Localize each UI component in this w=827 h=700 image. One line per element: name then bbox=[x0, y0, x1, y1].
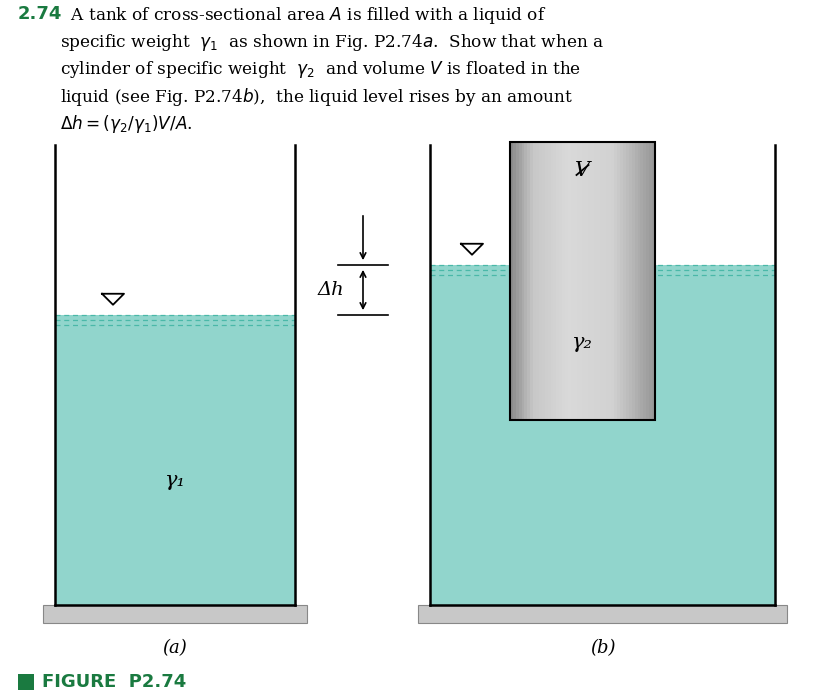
Bar bbox=[640, 142, 643, 420]
Bar bbox=[582, 142, 586, 420]
Bar bbox=[631, 142, 634, 420]
Text: $\Delta h = (\gamma_2/\gamma_1)\it{V}/A$.: $\Delta h = (\gamma_2/\gamma_1)\it{V}/A$… bbox=[60, 113, 192, 135]
Bar bbox=[611, 142, 614, 420]
Bar bbox=[547, 142, 551, 420]
Bar bbox=[570, 142, 574, 420]
Text: V: V bbox=[574, 160, 590, 179]
Bar bbox=[550, 142, 553, 420]
Bar bbox=[521, 142, 524, 420]
Bar bbox=[629, 142, 632, 420]
Bar bbox=[55, 315, 294, 605]
Bar bbox=[558, 142, 562, 420]
Bar bbox=[562, 142, 565, 420]
Text: γ₁: γ₁ bbox=[165, 470, 185, 489]
Bar bbox=[588, 142, 591, 420]
Bar bbox=[509, 142, 513, 420]
Text: Δh: Δh bbox=[318, 281, 344, 299]
Bar bbox=[579, 142, 582, 420]
Bar bbox=[43, 605, 307, 623]
Bar bbox=[619, 142, 623, 420]
Bar bbox=[643, 142, 646, 420]
Bar bbox=[573, 142, 576, 420]
Bar bbox=[538, 142, 542, 420]
Text: liquid (see Fig. P2.74$b$),  the liquid level rises by an amount: liquid (see Fig. P2.74$b$), the liquid l… bbox=[60, 86, 572, 108]
Bar bbox=[529, 142, 533, 420]
Bar bbox=[602, 142, 605, 420]
Bar bbox=[652, 142, 655, 420]
Bar bbox=[648, 142, 652, 420]
Bar bbox=[523, 142, 528, 420]
Bar bbox=[567, 142, 571, 420]
Bar bbox=[614, 142, 617, 420]
Bar bbox=[637, 142, 640, 420]
Text: A tank of cross-sectional area $A$ is filled with a liquid of: A tank of cross-sectional area $A$ is fi… bbox=[60, 5, 546, 26]
Text: 2.74: 2.74 bbox=[18, 5, 62, 23]
Bar bbox=[623, 142, 626, 420]
Bar bbox=[533, 142, 536, 420]
Bar bbox=[608, 142, 611, 420]
Bar bbox=[600, 142, 603, 420]
Bar bbox=[544, 142, 547, 420]
Bar bbox=[596, 142, 600, 420]
Bar bbox=[512, 142, 516, 420]
Bar bbox=[509, 142, 654, 420]
Text: cylinder of specific weight  $\gamma_2$  and volume $\it{V}$ is floated in the: cylinder of specific weight $\gamma_2$ a… bbox=[60, 59, 581, 80]
Bar bbox=[429, 265, 774, 605]
Bar bbox=[527, 142, 530, 420]
Text: (a): (a) bbox=[162, 639, 187, 657]
Text: (b): (b) bbox=[589, 639, 614, 657]
Text: specific weight  $\gamma_1$  as shown in Fig. P2.74$a$.  Show that when a: specific weight $\gamma_1$ as shown in F… bbox=[60, 32, 603, 53]
Bar bbox=[646, 142, 649, 420]
Bar bbox=[634, 142, 638, 420]
Bar bbox=[590, 142, 594, 420]
Bar bbox=[576, 142, 580, 420]
Bar bbox=[541, 142, 545, 420]
Bar bbox=[625, 142, 629, 420]
Bar bbox=[418, 605, 786, 623]
Bar bbox=[617, 142, 620, 420]
Bar bbox=[594, 142, 597, 420]
Bar bbox=[535, 142, 539, 420]
Bar bbox=[556, 142, 559, 420]
Bar bbox=[564, 142, 568, 420]
Bar bbox=[552, 142, 557, 420]
Text: FIGURE  P2.74: FIGURE P2.74 bbox=[42, 673, 186, 691]
Bar bbox=[605, 142, 609, 420]
Bar bbox=[515, 142, 519, 420]
Bar bbox=[518, 142, 522, 420]
Bar bbox=[585, 142, 588, 420]
Bar bbox=[18, 674, 34, 690]
Text: γ₂: γ₂ bbox=[571, 333, 592, 352]
